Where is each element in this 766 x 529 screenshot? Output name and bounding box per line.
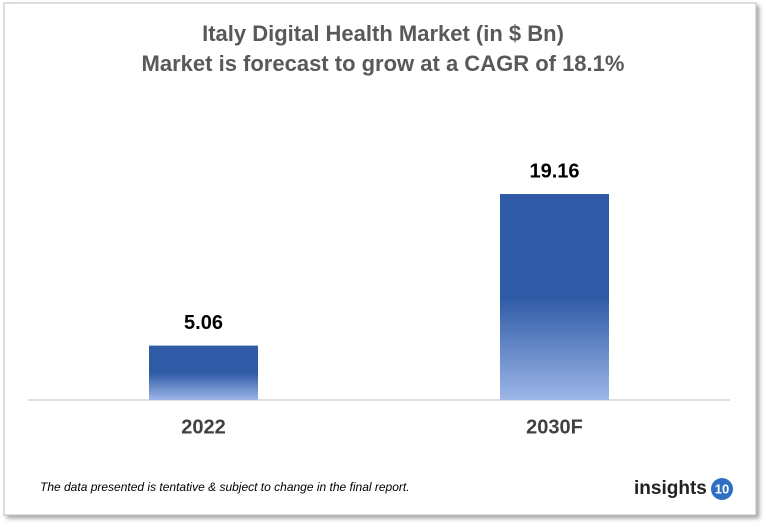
logo-circle — [711, 478, 733, 500]
data-label: 5.06 — [184, 312, 223, 334]
card — [3, 2, 757, 516]
chart-subtitle: Market is forecast to grow at a CAGR of … — [142, 51, 625, 76]
logo-number: 10 — [715, 481, 729, 496]
logo-text: insights — [634, 478, 707, 499]
data-label: 19.16 — [529, 160, 579, 182]
x-tick-label: 2022 — [181, 416, 226, 438]
bar — [149, 345, 258, 400]
bar — [500, 194, 609, 400]
x-tick-label: 2030F — [526, 416, 583, 438]
footnote: The data presented is tentative & subjec… — [40, 480, 410, 494]
logo: insights 10 — [634, 478, 733, 500]
chart-title: Italy Digital Health Market (in $ Bn) — [202, 21, 564, 46]
